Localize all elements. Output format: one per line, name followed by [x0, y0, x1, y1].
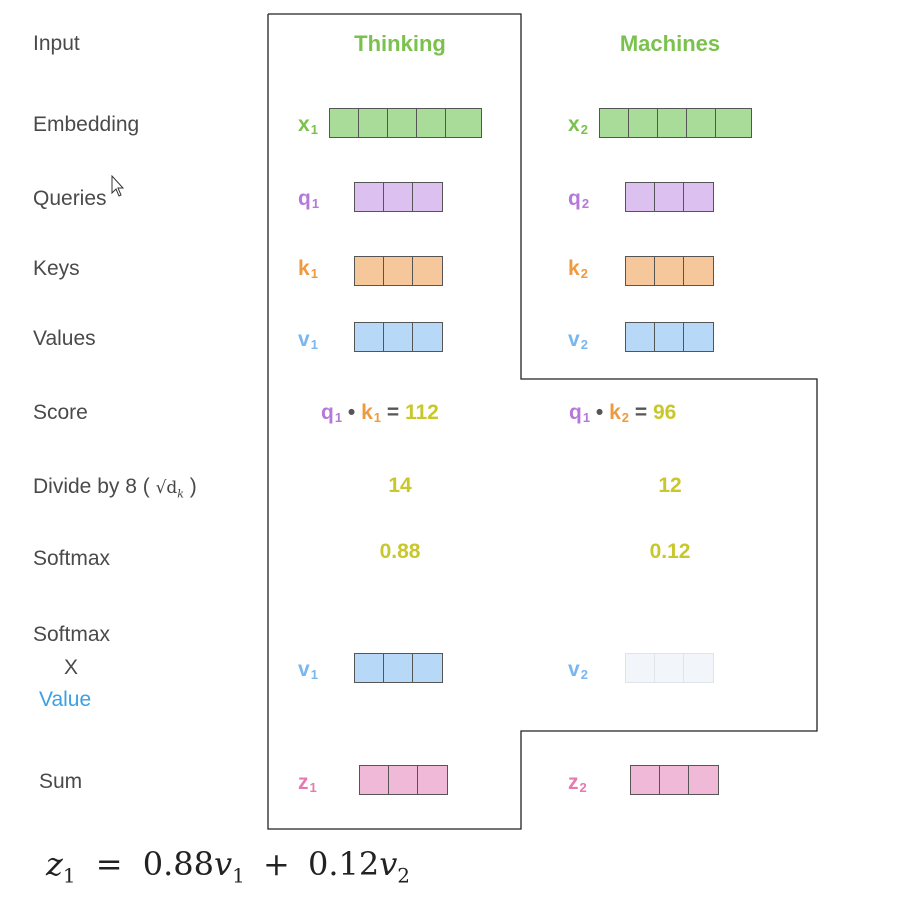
query-label-q2: q2 [568, 187, 590, 211]
row-label-keys: Keys [33, 257, 80, 280]
row-label-queries: Queries [33, 187, 107, 210]
embedding-vector-x2 [599, 108, 752, 138]
row-label-divide: Divide by 8 ( √dk ) [33, 475, 197, 500]
vector-cell [388, 109, 417, 137]
divided-score-1: 14 [388, 474, 412, 497]
sum-vector-z1 [359, 765, 448, 795]
divide-prefix: Divide by 8 ( [33, 475, 150, 498]
vector-cell [684, 183, 713, 211]
row-label-values: Values [33, 327, 96, 350]
row-label-score: Score [33, 401, 88, 424]
divided-score-2: 12 [658, 474, 682, 497]
embedding-label-x1: x1 [298, 113, 318, 137]
query-label-q1: q1 [298, 187, 320, 211]
row-label-softmax-x-value-1: Softmax [33, 623, 111, 646]
embedding-vector-x1 [329, 108, 482, 138]
weighted-value-label-v1: v1 [298, 658, 318, 682]
vector-cell [658, 109, 687, 137]
vector-cell [446, 109, 481, 137]
value-vector-v1 [354, 322, 443, 352]
vector-cell [626, 654, 655, 682]
row-label-softmax: Softmax [33, 547, 111, 570]
divide-suffix: ) [189, 475, 197, 498]
vector-cell [716, 109, 751, 137]
vector-cell [360, 766, 389, 794]
vector-cell [655, 183, 684, 211]
weighted-value-vector-v2 [625, 653, 714, 683]
row-label-softmax-x-value-3: Value [39, 688, 92, 711]
softmax-value-1: 0.88 [379, 540, 421, 563]
value-label-v2: v2 [568, 328, 588, 352]
vector-cell [655, 654, 684, 682]
row-label-sum: Sum [39, 770, 83, 793]
softmax-value-2: 0.12 [649, 540, 691, 563]
vector-cell [384, 257, 413, 285]
vector-cell [417, 109, 446, 137]
vector-cell [687, 109, 716, 137]
vector-cell [600, 109, 629, 137]
sum-label-z1: z1 [298, 771, 317, 795]
value-label-v1: v1 [298, 328, 318, 352]
sqrt-dk-symbol: √dk [155, 478, 184, 501]
vector-cell [355, 257, 384, 285]
query-vector-q2 [625, 182, 714, 212]
row-label-embedding: Embedding [33, 113, 140, 136]
query-vector-q1 [354, 182, 443, 212]
score-expression-1: q1 • k1 = 112 [321, 401, 439, 425]
key-vector-k2 [625, 256, 714, 286]
key-label-k1: k1 [298, 257, 318, 281]
mouse-cursor-icon [111, 175, 125, 197]
vector-cell [330, 109, 359, 137]
vector-cell [689, 766, 718, 794]
score-value-1: 112 [404, 401, 439, 424]
vector-cell [684, 257, 713, 285]
vector-cell [418, 766, 447, 794]
vector-cell [655, 257, 684, 285]
vector-cell [413, 183, 442, 211]
vector-cell [626, 323, 655, 351]
vector-cell [626, 257, 655, 285]
vector-cell [384, 183, 413, 211]
sum-label-z2: z2 [568, 771, 587, 795]
vector-cell [684, 323, 713, 351]
row-label-input: Input [33, 32, 80, 55]
vector-cell [629, 109, 658, 137]
focus-outline-path [267, 13, 818, 830]
embedding-label-x2: x2 [568, 113, 588, 137]
sum-vector-z2 [630, 765, 719, 795]
row-label-softmax-x-value-2: X [64, 656, 79, 679]
score-expression-2: q1 • k2 = 96 [569, 401, 677, 425]
value-vector-v2 [625, 322, 714, 352]
vector-cell [384, 654, 413, 682]
vector-cell [684, 654, 713, 682]
output-formula: z1 = 0.88v1 + 0.12v2 [46, 845, 411, 888]
vector-cell [355, 183, 384, 211]
score-value-2: 96 [652, 401, 677, 424]
vector-cell [626, 183, 655, 211]
key-vector-k1 [354, 256, 443, 286]
vector-cell [631, 766, 660, 794]
weighted-value-vector-v1 [354, 653, 443, 683]
weighted-value-label-v2: v2 [568, 658, 588, 682]
vector-cell [413, 257, 442, 285]
vector-cell [359, 109, 388, 137]
vector-cell [413, 323, 442, 351]
vector-cell [384, 323, 413, 351]
column-header-machines: Machines [619, 31, 721, 56]
vector-cell [413, 654, 442, 682]
vector-cell [355, 654, 384, 682]
vector-cell [660, 766, 689, 794]
vector-cell [355, 323, 384, 351]
column-header-thinking: Thinking [354, 31, 446, 56]
vector-cell [389, 766, 418, 794]
vector-cell [655, 323, 684, 351]
key-label-k2: k2 [568, 257, 588, 281]
